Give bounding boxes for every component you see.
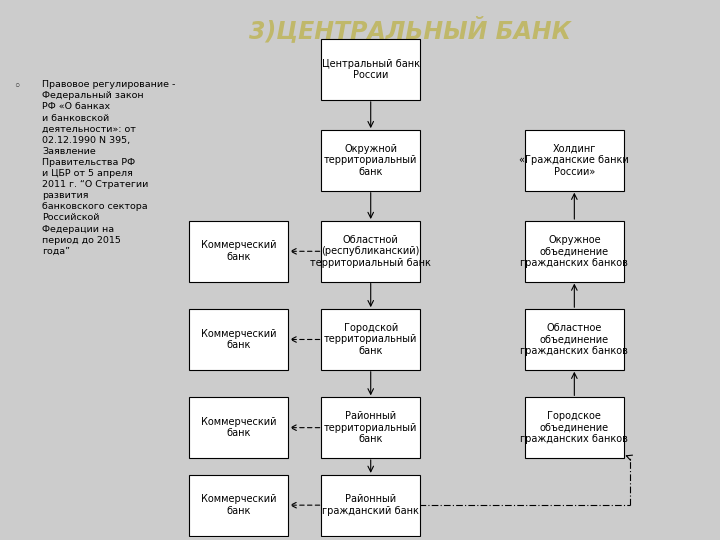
FancyBboxPatch shape [321,397,420,458]
Text: Коммерческий
банк: Коммерческий банк [201,417,276,438]
Text: Окружное
объединение
гражданских банков: Окружное объединение гражданских банков [521,235,629,268]
Text: Городское
объединение
гражданских банков: Городское объединение гражданских банков [521,411,629,444]
FancyBboxPatch shape [189,397,288,458]
FancyBboxPatch shape [189,221,288,282]
FancyBboxPatch shape [525,221,624,282]
Text: Коммерческий
банк: Коммерческий банк [201,329,276,350]
FancyBboxPatch shape [321,221,420,282]
Text: ◦: ◦ [14,80,21,93]
Text: Коммерческий
банк: Коммерческий банк [201,240,276,262]
Text: Правовое регулирование -
Федеральный закон
РФ «О банках
и банковской
деятельност: Правовое регулирование - Федеральный зак… [42,80,176,256]
Text: Районный
гражданский банк: Районный гражданский банк [323,494,419,516]
Text: Районный
территориальный
банк: Районный территориальный банк [324,411,418,444]
FancyBboxPatch shape [321,130,420,191]
Text: Городской
территориальный
банк: Городской территориальный банк [324,323,418,356]
FancyBboxPatch shape [525,397,624,458]
FancyBboxPatch shape [321,309,420,370]
Text: Областной
(республиканский)
территориальный банк: Областной (республиканский) территориаль… [310,235,431,268]
FancyBboxPatch shape [321,39,420,100]
Text: Центральный банк
России: Центральный банк России [322,59,420,80]
Text: Окружной
территориальный
банк: Окружной территориальный банк [324,144,418,177]
FancyBboxPatch shape [321,475,420,536]
Text: 3)ЦЕНТРАЛЬНЫЙ БАНК: 3)ЦЕНТРАЛЬНЫЙ БАНК [249,16,571,43]
Text: Областное
объединение
гражданских банков: Областное объединение гражданских банков [521,323,629,356]
FancyBboxPatch shape [189,309,288,370]
FancyBboxPatch shape [525,309,624,370]
FancyBboxPatch shape [189,475,288,536]
Text: Холдинг
«Гражданские банки
России»: Холдинг «Гражданские банки России» [519,144,629,177]
Text: Коммерческий
банк: Коммерческий банк [201,494,276,516]
FancyBboxPatch shape [525,130,624,191]
